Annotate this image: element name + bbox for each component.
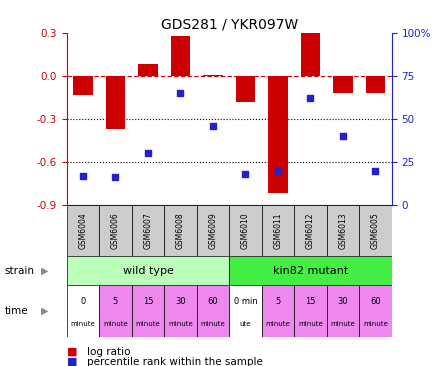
Bar [67, 285, 99, 337]
Bar [99, 285, 132, 337]
Text: GSM6013: GSM6013 [338, 212, 348, 249]
Text: GSM6012: GSM6012 [306, 212, 315, 249]
Text: 60: 60 [208, 298, 218, 306]
Text: ▶: ▶ [41, 266, 48, 276]
Text: GSM6004: GSM6004 [78, 212, 88, 249]
Text: GSM6009: GSM6009 [208, 212, 218, 249]
Text: kin82 mutant: kin82 mutant [273, 266, 348, 276]
Bar [359, 285, 392, 337]
Text: time: time [4, 306, 28, 316]
Point [80, 173, 87, 179]
Text: wild type: wild type [122, 266, 174, 276]
Bar [99, 205, 132, 256]
Bar [262, 285, 294, 337]
Text: ■: ■ [67, 347, 81, 357]
Bar [164, 285, 197, 337]
Text: GSM6005: GSM6005 [371, 212, 380, 249]
Text: 15: 15 [143, 298, 153, 306]
Bar [333, 76, 352, 93]
Text: ute: ute [240, 321, 251, 327]
Text: GSM6006: GSM6006 [111, 212, 120, 249]
Bar [132, 285, 164, 337]
Text: strain: strain [4, 266, 34, 276]
Bar [229, 285, 262, 337]
Text: minute: minute [331, 321, 355, 327]
Text: minute: minute [298, 321, 323, 327]
Text: minute: minute [201, 321, 225, 327]
Text: log ratio: log ratio [87, 347, 130, 357]
Bar [203, 75, 222, 76]
Text: 15: 15 [305, 298, 316, 306]
Text: GSM6010: GSM6010 [241, 212, 250, 249]
Text: minute: minute [363, 321, 388, 327]
Bar [294, 285, 327, 337]
Point [177, 90, 184, 96]
Text: minute: minute [71, 321, 95, 327]
Point [372, 168, 379, 173]
Bar [197, 285, 229, 337]
Bar [106, 76, 125, 129]
Text: minute: minute [136, 321, 160, 327]
Bar [268, 76, 287, 194]
Text: 5: 5 [113, 298, 118, 306]
Title: GDS281 / YKR097W: GDS281 / YKR097W [161, 18, 298, 32]
Bar [327, 285, 359, 337]
Bar [301, 33, 320, 76]
Text: minute: minute [168, 321, 193, 327]
Text: GSM6011: GSM6011 [273, 212, 283, 249]
Bar [294, 205, 327, 256]
Bar [164, 205, 197, 256]
Text: 5: 5 [275, 298, 280, 306]
Bar [229, 205, 262, 256]
Point [275, 168, 282, 173]
Bar [262, 205, 294, 256]
Text: 30: 30 [338, 298, 348, 306]
Text: 0 min: 0 min [234, 298, 257, 306]
Text: 30: 30 [175, 298, 186, 306]
Bar [67, 256, 229, 285]
Bar [236, 76, 255, 102]
Bar [229, 256, 392, 285]
Text: ■: ■ [67, 356, 81, 366]
Point [145, 150, 152, 156]
Point [210, 123, 217, 129]
Bar [327, 205, 359, 256]
Point [307, 96, 314, 101]
Text: 0: 0 [81, 298, 85, 306]
Bar [73, 76, 93, 94]
Bar [171, 36, 190, 76]
Text: ▶: ▶ [41, 306, 48, 316]
Bar [359, 205, 392, 256]
Text: 60: 60 [370, 298, 380, 306]
Point [112, 175, 119, 180]
Point [340, 133, 347, 139]
Text: minute: minute [103, 321, 128, 327]
Point [242, 171, 249, 177]
Bar [132, 205, 164, 256]
Bar [366, 76, 385, 93]
Bar [138, 64, 158, 76]
Text: minute: minute [266, 321, 290, 327]
Text: GSM6008: GSM6008 [176, 212, 185, 249]
Bar [67, 205, 99, 256]
Bar [197, 205, 229, 256]
Text: GSM6007: GSM6007 [143, 212, 153, 249]
Text: percentile rank within the sample: percentile rank within the sample [87, 356, 263, 366]
